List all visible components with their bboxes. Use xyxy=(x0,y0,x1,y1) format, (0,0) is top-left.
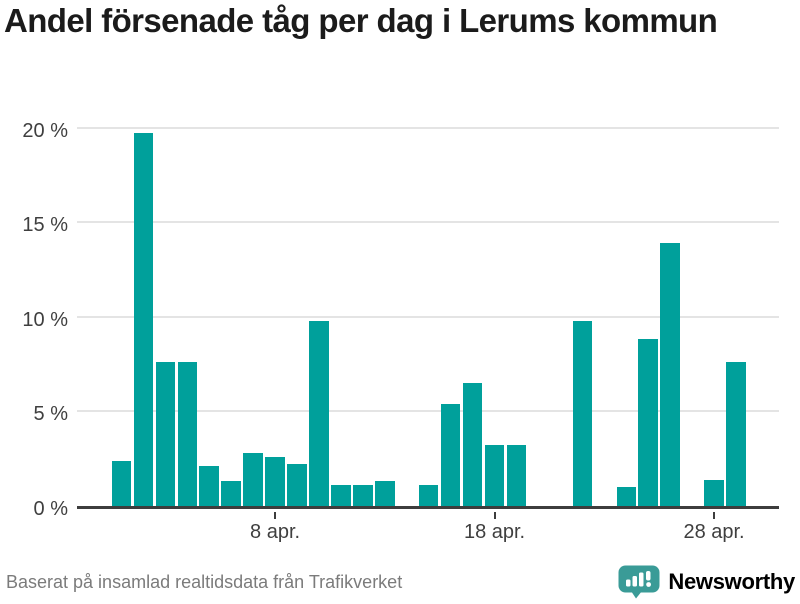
gridline-15 xyxy=(77,221,779,224)
bar-day-16 xyxy=(440,403,461,506)
bar-day-11 xyxy=(331,485,351,506)
x-tick-mark-8 xyxy=(274,512,277,519)
bar-day-17 xyxy=(462,383,483,506)
bar-day-5 xyxy=(199,466,219,506)
gridline-20 xyxy=(77,126,779,129)
bar-day-29 xyxy=(726,362,746,506)
y-tick-label-10: 10 % xyxy=(22,308,68,331)
bar-day-4 xyxy=(177,362,197,506)
bar-day-22 xyxy=(572,320,593,506)
bar-day-10 xyxy=(309,320,329,506)
y-tick-label-5: 5 % xyxy=(33,403,68,426)
bar-day-1 xyxy=(111,460,132,506)
chart-title: Andel försenade tåg per dag i Lerums kom… xyxy=(4,2,718,39)
gridline-10 xyxy=(77,315,779,318)
x-tick-mark-18 xyxy=(493,512,496,519)
source-note: Baserat på insamlad realtidsdata från Tr… xyxy=(6,572,403,592)
y-tick-label-15: 15 % xyxy=(22,214,68,237)
brand-lockup: Newsworthy xyxy=(618,565,795,604)
bar-day-8 xyxy=(265,456,285,506)
x-tick-label-8: 8 apr. xyxy=(250,521,301,543)
bar-day-26 xyxy=(660,242,680,506)
bar-day-9 xyxy=(287,464,307,506)
bar-day-2 xyxy=(133,133,154,506)
y-tick-label-0: 0 % xyxy=(33,498,68,520)
plot-area xyxy=(77,110,779,509)
bar-day-18 xyxy=(484,445,505,506)
newsworthy-logo-icon xyxy=(618,565,660,604)
x-tick-mark-28 xyxy=(713,512,716,519)
bar-day-25 xyxy=(638,339,658,506)
bar-day-3 xyxy=(155,362,176,506)
gridline-5 xyxy=(77,410,779,413)
x-tick-label-18: 18 apr. xyxy=(463,521,526,543)
bar-day-19 xyxy=(506,445,527,506)
y-tick-label-20: 20 % xyxy=(22,119,68,142)
bar-day-6 xyxy=(221,481,241,506)
bar-day-7 xyxy=(243,453,263,506)
brand-name: Newsworthy xyxy=(668,568,795,594)
bar-day-15 xyxy=(418,485,439,506)
bar-day-24 xyxy=(616,487,636,506)
x-tick-label-28: 28 apr. xyxy=(683,521,745,543)
bar-day-12 xyxy=(353,485,373,506)
bar-day-13 xyxy=(375,481,395,506)
bar-day-28 xyxy=(704,479,724,506)
